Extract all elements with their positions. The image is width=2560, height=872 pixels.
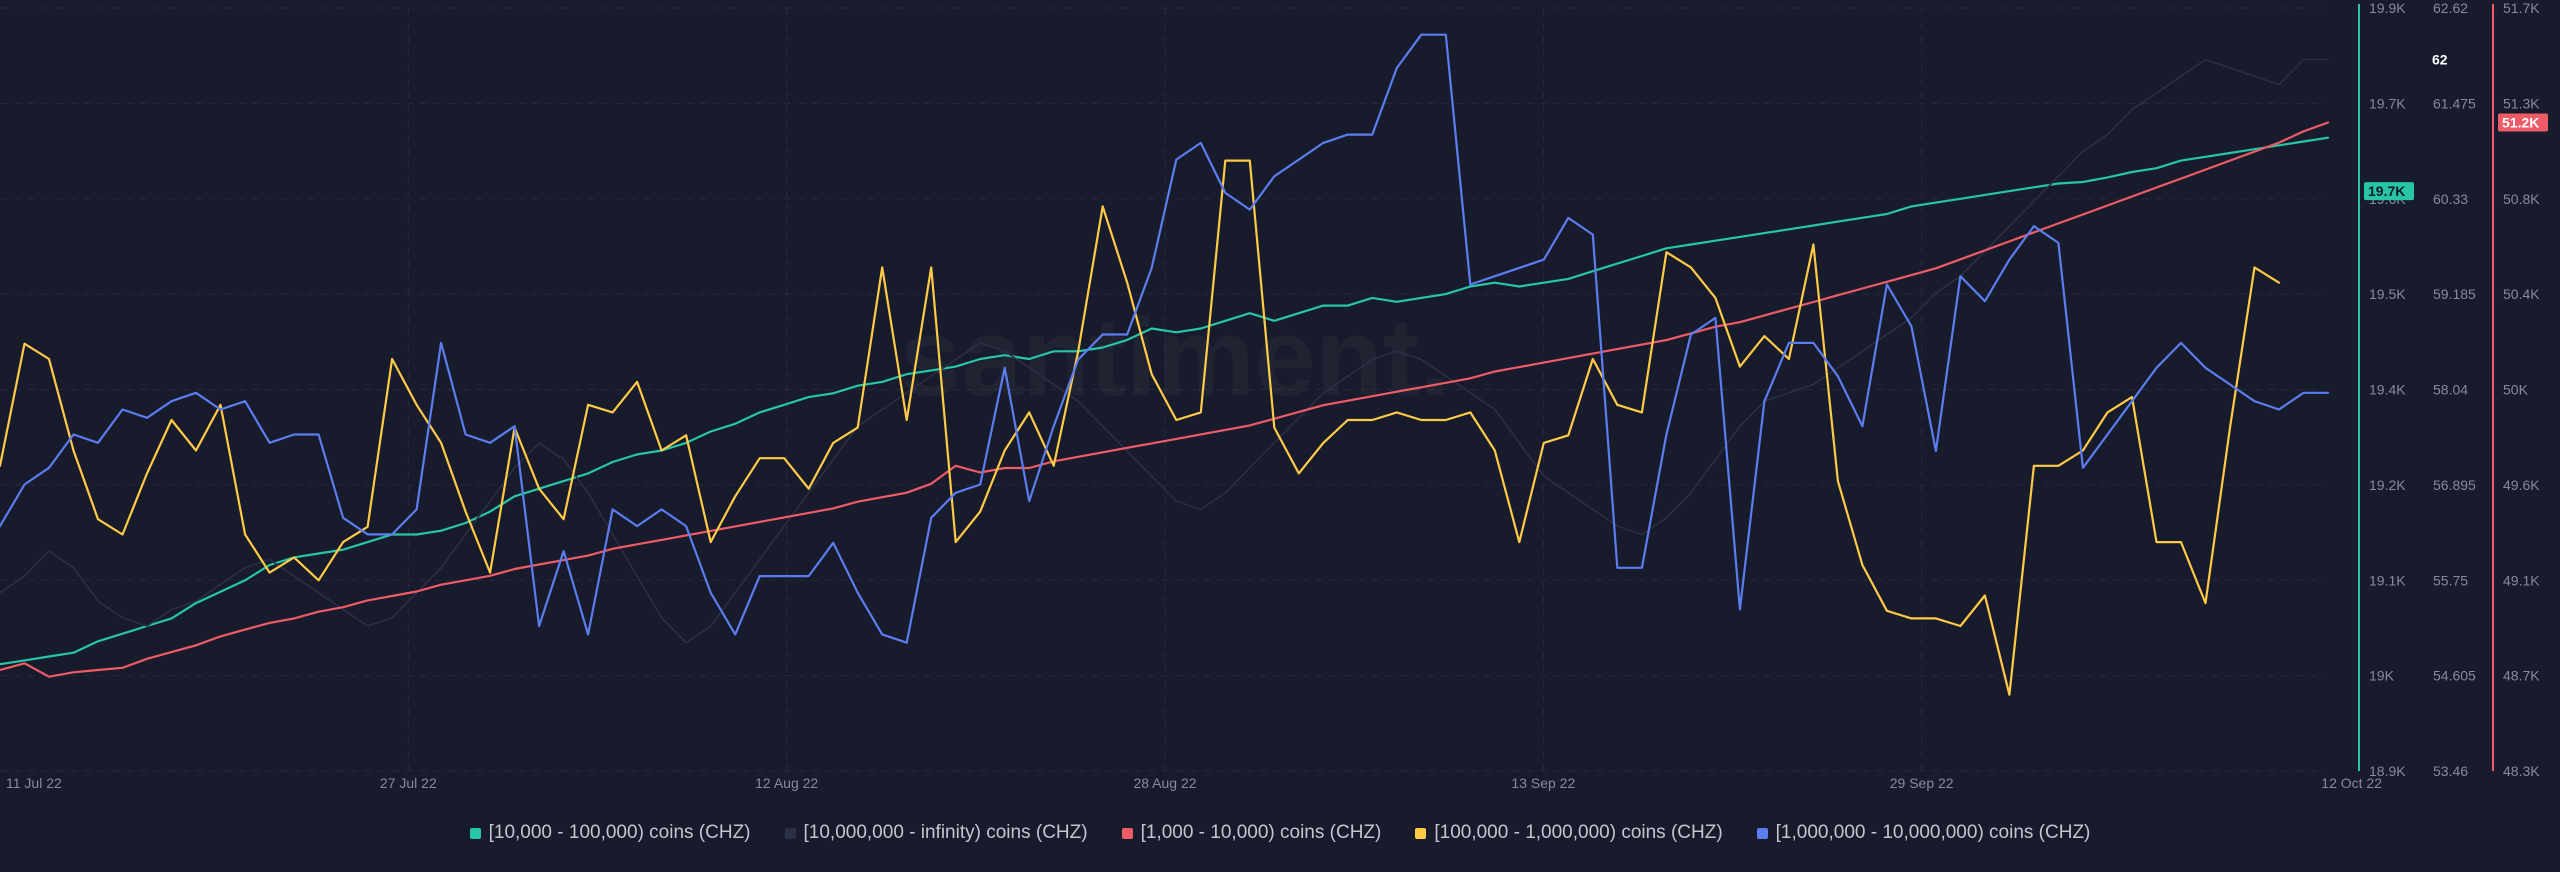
legend-item[interactable]: [10,000,000 - infinity) coins (CHZ) [784,822,1088,844]
legend-swatch [784,827,796,839]
axes-layer: 11 Jul 22 27 Jul 22 12 Aug 22 28 Aug 22 13 S… [6,0,2548,791]
legend-swatch [469,827,481,839]
y-tick-label: 62.62 [2433,0,2468,16]
x-tick-label: 27 Jul 22 [380,775,437,791]
y-tick-label: 54.605 [2433,668,2476,684]
value-badge-label: 62 [2432,52,2448,68]
x-tick-label: 28 Aug 22 [1133,775,1196,791]
y-tick-label: 49.6K [2503,477,2540,493]
y-tick-label: 51.3K [2503,95,2540,111]
x-tick-label: 12 Oct 22 [2321,775,2382,791]
y-tick-label: 19K [2369,668,2395,684]
series-line [0,33,2330,644]
x-tick-label: 12 Aug 22 [755,775,818,791]
y-tick-label: 19.7K [2369,95,2406,111]
y-tick-label: 50K [2503,382,2529,398]
legend-swatch [1756,827,1768,839]
y-tick-label: 18.9K [2369,763,2406,779]
legend-label: [1,000 - 10,000) coins (CHZ) [1140,822,1382,843]
legend-label: [10,000 - 100,000) coins (CHZ) [488,822,751,843]
watermark: santiment. [900,296,1450,419]
y-tick-label: 59.185 [2433,286,2476,302]
y-tick-label: 19.5K [2369,286,2406,302]
y-tick-label: 55.75 [2433,572,2468,588]
series-line [0,121,2330,678]
value-badge [2364,182,2414,201]
legend-item[interactable]: [1,000 - 10,000) coins (CHZ) [1121,822,1382,844]
y-tick-label: 58.04 [2433,382,2468,398]
y-tick-label: 48.3K [2503,763,2540,779]
y-tick-label: 19.4K [2369,382,2406,398]
x-tick-label: 13 Sep 22 [1511,775,1575,791]
legend-label: [100,000 - 1,000,000) coins (CHZ) [1434,822,1723,843]
value-badge-label: 19.7K [2368,183,2405,199]
value-badge-label: 51.2K [2502,114,2539,130]
y-tick-label: 50.8K [2503,191,2540,207]
y-tick-label: 50.4K [2503,286,2540,302]
y-tick-label: 49.1K [2503,572,2540,588]
value-badge [2498,113,2548,132]
series-layer [0,33,2330,696]
x-tick-label: 11 Jul 22 [6,775,62,791]
legend-item[interactable]: [10,000 - 100,000) coins (CHZ) [469,822,751,844]
x-tick-label: 29 Sep 22 [1890,775,1954,791]
legend-label: [1,000,000 - 10,000,000) coins (CHZ) [1775,822,2091,843]
y-tick-label: 48.7K [2503,668,2540,684]
series-line [0,58,2329,644]
y-tick-label: 56.895 [2433,477,2476,493]
legend-label: [10,000,000 - infinity) coins (CHZ) [803,822,1088,843]
legend-item[interactable]: [1,000,000 - 10,000,000) coins (CHZ) [1756,822,2091,844]
series-line [0,136,2330,666]
y-tick-label: 19.1K [2369,572,2406,588]
series-line [0,159,2281,696]
y-tick-label: 60.33 [2433,191,2468,207]
legend-swatch [1121,827,1133,839]
y-tick-label: 51.7K [2503,0,2540,16]
y-tick-label: 61.475 [2433,95,2476,111]
grid [0,7,2325,772]
y-tick-label: 19.2K [2369,477,2406,493]
legend: [10,000 - 100,000) coins (CHZ) [10,000,0… [0,818,2560,848]
legend-item[interactable]: [100,000 - 1,000,000) coins (CHZ) [1415,822,1723,844]
y-tick-label: 19.9K [2369,0,2406,16]
legend-swatch [1415,827,1427,839]
y-tick-label: 53.46 [2433,763,2468,779]
